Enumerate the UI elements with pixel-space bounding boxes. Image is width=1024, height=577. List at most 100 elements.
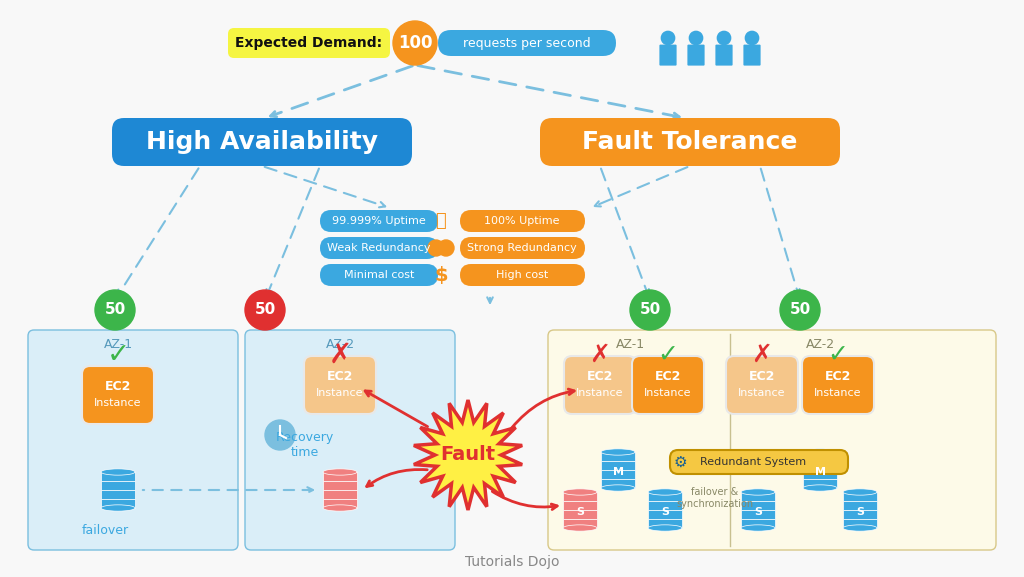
Bar [563,510,597,519]
Circle shape [745,31,759,44]
Text: ✗: ✗ [752,343,772,367]
Text: AZ-1: AZ-1 [103,338,132,350]
Text: EC2: EC2 [749,370,775,384]
FancyBboxPatch shape [319,264,438,286]
Text: M: M [612,467,624,477]
Text: EC2: EC2 [104,380,131,394]
Text: Redundant System: Redundant System [700,457,806,467]
Circle shape [95,290,135,330]
Circle shape [718,31,731,44]
Text: ✓: ✓ [106,341,130,369]
Bar [843,501,877,510]
Text: Weak Redundancy: Weak Redundancy [328,243,431,253]
Circle shape [438,240,454,256]
Bar [648,510,682,519]
Text: $: $ [434,265,447,284]
Text: requests per second: requests per second [463,36,591,50]
FancyBboxPatch shape [304,356,376,414]
FancyBboxPatch shape [687,44,705,66]
Text: 100: 100 [397,34,432,52]
Text: ✗: ✗ [329,341,351,369]
Text: EC2: EC2 [327,370,353,384]
FancyBboxPatch shape [228,28,390,58]
FancyBboxPatch shape [438,30,616,56]
Bar [601,479,635,488]
Text: High Availability: High Availability [146,130,378,154]
Ellipse shape [601,485,635,491]
Bar [843,492,877,501]
Bar [563,519,597,528]
Bar [741,492,775,501]
FancyBboxPatch shape [659,44,677,66]
Text: ⏻: ⏻ [435,212,446,230]
Bar [323,490,357,499]
Bar [323,481,357,490]
Text: Fault Tolerance: Fault Tolerance [583,130,798,154]
Ellipse shape [101,469,135,475]
FancyBboxPatch shape [632,356,705,414]
Ellipse shape [741,489,775,495]
Text: Instance: Instance [738,388,785,398]
Text: ⚙: ⚙ [673,455,687,470]
FancyBboxPatch shape [670,450,848,474]
Text: 50: 50 [639,302,660,317]
Text: Instance: Instance [577,388,624,398]
Text: ✓: ✓ [657,343,679,367]
Ellipse shape [803,485,837,491]
FancyBboxPatch shape [540,118,840,166]
Text: Minimal cost: Minimal cost [344,270,414,280]
Bar [648,519,682,528]
Ellipse shape [843,525,877,531]
Text: S: S [575,507,584,517]
Ellipse shape [563,489,597,495]
Bar [843,519,877,528]
FancyBboxPatch shape [82,366,154,424]
Text: AZ-2: AZ-2 [806,338,835,350]
Text: High cost: High cost [496,270,548,280]
Text: AZ-1: AZ-1 [615,338,644,350]
Circle shape [428,240,444,256]
Text: 50: 50 [254,302,275,317]
FancyBboxPatch shape [743,44,761,66]
Text: Instance: Instance [644,388,692,398]
Circle shape [689,31,702,44]
Text: Expected Demand:: Expected Demand: [236,36,383,50]
Text: S: S [754,507,762,517]
Text: 99.999% Uptime: 99.999% Uptime [332,216,426,226]
Bar [101,490,135,499]
Text: Strong Redundancy: Strong Redundancy [467,243,577,253]
Circle shape [265,420,295,450]
Bar [563,492,597,501]
Bar [843,510,877,519]
FancyBboxPatch shape [460,210,585,232]
FancyBboxPatch shape [564,356,636,414]
Ellipse shape [648,489,682,495]
FancyBboxPatch shape [726,356,798,414]
Bar [563,501,597,510]
FancyBboxPatch shape [28,330,238,550]
Text: Instance: Instance [94,398,141,408]
Text: 50: 50 [790,302,811,317]
Text: Recovery
time: Recovery time [275,431,334,459]
Ellipse shape [843,489,877,495]
Circle shape [393,21,437,65]
Text: 50: 50 [104,302,126,317]
Ellipse shape [648,525,682,531]
Text: failover &
synchronization: failover & synchronization [677,487,754,509]
Text: S: S [856,507,864,517]
FancyBboxPatch shape [548,330,996,550]
Polygon shape [414,400,522,510]
Text: failover: failover [82,523,129,537]
Text: ✓: ✓ [827,343,849,367]
Text: EC2: EC2 [654,370,681,384]
Text: S: S [662,507,669,517]
Ellipse shape [323,505,357,511]
Bar [601,452,635,461]
Bar [101,472,135,481]
Ellipse shape [323,469,357,475]
Text: M: M [814,467,825,477]
Circle shape [630,290,670,330]
Bar [323,472,357,481]
Text: ✗: ✗ [590,343,610,367]
Bar [323,499,357,508]
